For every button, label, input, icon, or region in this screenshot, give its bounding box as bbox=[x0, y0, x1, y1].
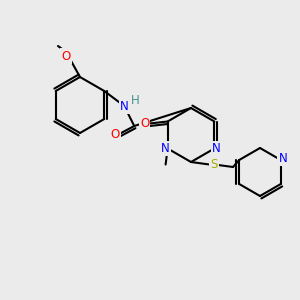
Text: O: O bbox=[140, 117, 149, 130]
Text: O: O bbox=[111, 128, 120, 140]
Text: S: S bbox=[210, 158, 218, 172]
Text: N: N bbox=[212, 142, 221, 155]
Text: N: N bbox=[161, 142, 170, 155]
Text: O: O bbox=[61, 50, 70, 62]
Text: N: N bbox=[120, 100, 129, 112]
Text: N: N bbox=[278, 152, 287, 164]
Text: H: H bbox=[131, 94, 140, 107]
